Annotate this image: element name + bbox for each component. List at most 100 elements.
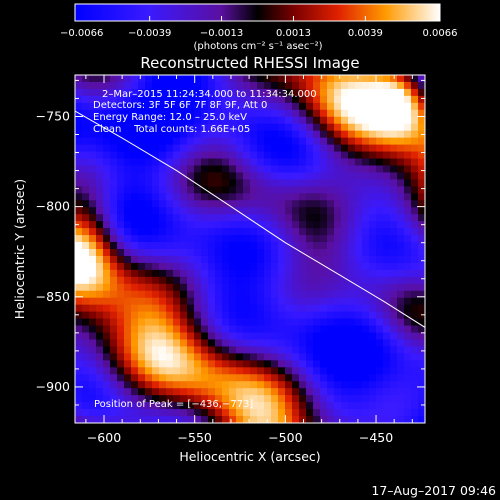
heatmap-pixel	[320, 221, 328, 229]
heatmap-pixel	[229, 172, 237, 180]
heatmap-pixel	[215, 304, 223, 313]
heatmap-pixel	[418, 193, 425, 201]
heatmap-pixel	[390, 297, 398, 306]
heatmap-pixel	[390, 81, 398, 90]
heatmap-pixel	[131, 416, 139, 423]
heatmap-pixel	[285, 360, 293, 368]
heatmap-pixel	[320, 200, 328, 208]
heatmap-pixel	[341, 186, 349, 194]
heatmap-pixel	[166, 339, 174, 348]
heatmap-pixel	[397, 130, 405, 139]
heatmap-pixel	[250, 416, 258, 423]
heatmap-pixel	[355, 269, 363, 278]
heatmap-pixel	[173, 388, 181, 396]
heatmap-pixel	[299, 290, 307, 299]
heatmap-pixel	[278, 200, 286, 208]
heatmap-pixel	[376, 402, 384, 410]
heatmap-pixel	[124, 367, 132, 375]
heatmap-pixel	[124, 388, 132, 396]
heatmap-pixel	[82, 102, 90, 111]
heatmap-pixel	[138, 311, 146, 320]
heatmap-pixel	[145, 332, 153, 341]
heatmap-pixel	[285, 325, 293, 334]
heatmap-pixel	[138, 388, 146, 396]
heatmap-pixel	[250, 186, 258, 194]
heatmap-pixel	[187, 416, 195, 423]
heatmap-pixel	[383, 318, 391, 327]
heatmap-pixel	[397, 325, 405, 334]
heatmap-pixel	[355, 311, 363, 320]
heatmap-pixel	[369, 137, 377, 146]
heatmap-pixel	[285, 290, 293, 299]
heatmap-pixel	[327, 172, 335, 180]
heatmap-pixel	[327, 283, 335, 292]
heatmap-pixel	[82, 311, 90, 320]
heatmap-pixel	[229, 304, 237, 313]
heatmap-pixel	[173, 262, 181, 271]
heatmap-pixel	[250, 165, 258, 174]
heatmap-pixel	[257, 318, 265, 327]
heatmap-pixel	[96, 332, 104, 341]
heatmap-pixel	[187, 311, 195, 320]
heatmap-pixel	[117, 179, 125, 187]
heatmap-pixel	[124, 297, 132, 306]
heatmap-pixel	[278, 193, 286, 201]
heatmap-pixel	[201, 130, 209, 139]
heatmap-pixel	[285, 179, 293, 187]
heatmap-pixel	[124, 290, 132, 299]
heatmap-pixel	[292, 75, 300, 83]
heatmap-pixel	[145, 200, 153, 208]
heatmap-pixel	[348, 165, 356, 174]
heatmap-pixel	[306, 144, 314, 153]
heatmap-pixel	[110, 353, 118, 361]
heatmap-pixel	[404, 95, 412, 104]
heatmap-pixel	[278, 381, 286, 389]
heatmap-pixel	[103, 402, 111, 410]
heatmap-pixel	[299, 95, 307, 104]
heatmap-pixel	[411, 311, 419, 320]
heatmap-pixel	[187, 255, 195, 264]
heatmap-pixel	[145, 242, 153, 250]
heatmap-pixel	[334, 339, 342, 348]
heatmap-pixel	[411, 276, 419, 285]
heatmap-pixel	[376, 290, 384, 299]
heatmap-pixel	[390, 332, 398, 341]
x-tick-labels: −600 −550 −500 −450	[87, 430, 393, 445]
heatmap-pixel	[418, 81, 425, 90]
heatmap-pixel	[341, 381, 349, 389]
heatmap-pixel	[334, 249, 342, 257]
heatmap-pixel	[355, 290, 363, 299]
heatmap-pixel	[257, 172, 265, 180]
heatmap-pixel	[397, 221, 405, 229]
heatmap-pixel	[257, 353, 265, 361]
heatmap-pixel	[194, 95, 202, 104]
heatmap-pixel	[397, 179, 405, 187]
heatmap-pixel	[75, 346, 83, 354]
heatmap-pixel	[89, 116, 97, 125]
heatmap-pixel	[236, 374, 244, 382]
heatmap-pixel	[103, 130, 111, 139]
heatmap-pixel	[96, 158, 104, 167]
heatmap-pixel	[299, 388, 307, 396]
heatmap-pixel	[390, 262, 398, 271]
heatmap-pixel	[75, 381, 83, 389]
heatmap-pixel	[89, 325, 97, 334]
heatmap-pixel	[75, 374, 83, 382]
heatmap-pixel	[103, 235, 111, 243]
heatmap-pixel	[383, 353, 391, 361]
heatmap-pixel	[362, 144, 370, 153]
heatmap-pixel	[75, 228, 83, 236]
heatmap-pixel	[110, 151, 118, 160]
heatmap-pixel	[229, 137, 237, 146]
heatmap-pixel	[138, 353, 146, 361]
heatmap-pixel	[397, 304, 405, 313]
heatmap-pixel	[243, 158, 251, 167]
heatmap-pixel	[222, 151, 230, 160]
heatmap-pixel	[355, 81, 363, 90]
heatmap-pixel	[159, 395, 167, 403]
heatmap-pixel	[82, 367, 90, 375]
heatmap-pixel	[362, 304, 370, 313]
heatmap-pixel	[411, 269, 419, 278]
heatmap-pixel	[404, 81, 412, 90]
heatmap-pixel	[229, 186, 237, 194]
